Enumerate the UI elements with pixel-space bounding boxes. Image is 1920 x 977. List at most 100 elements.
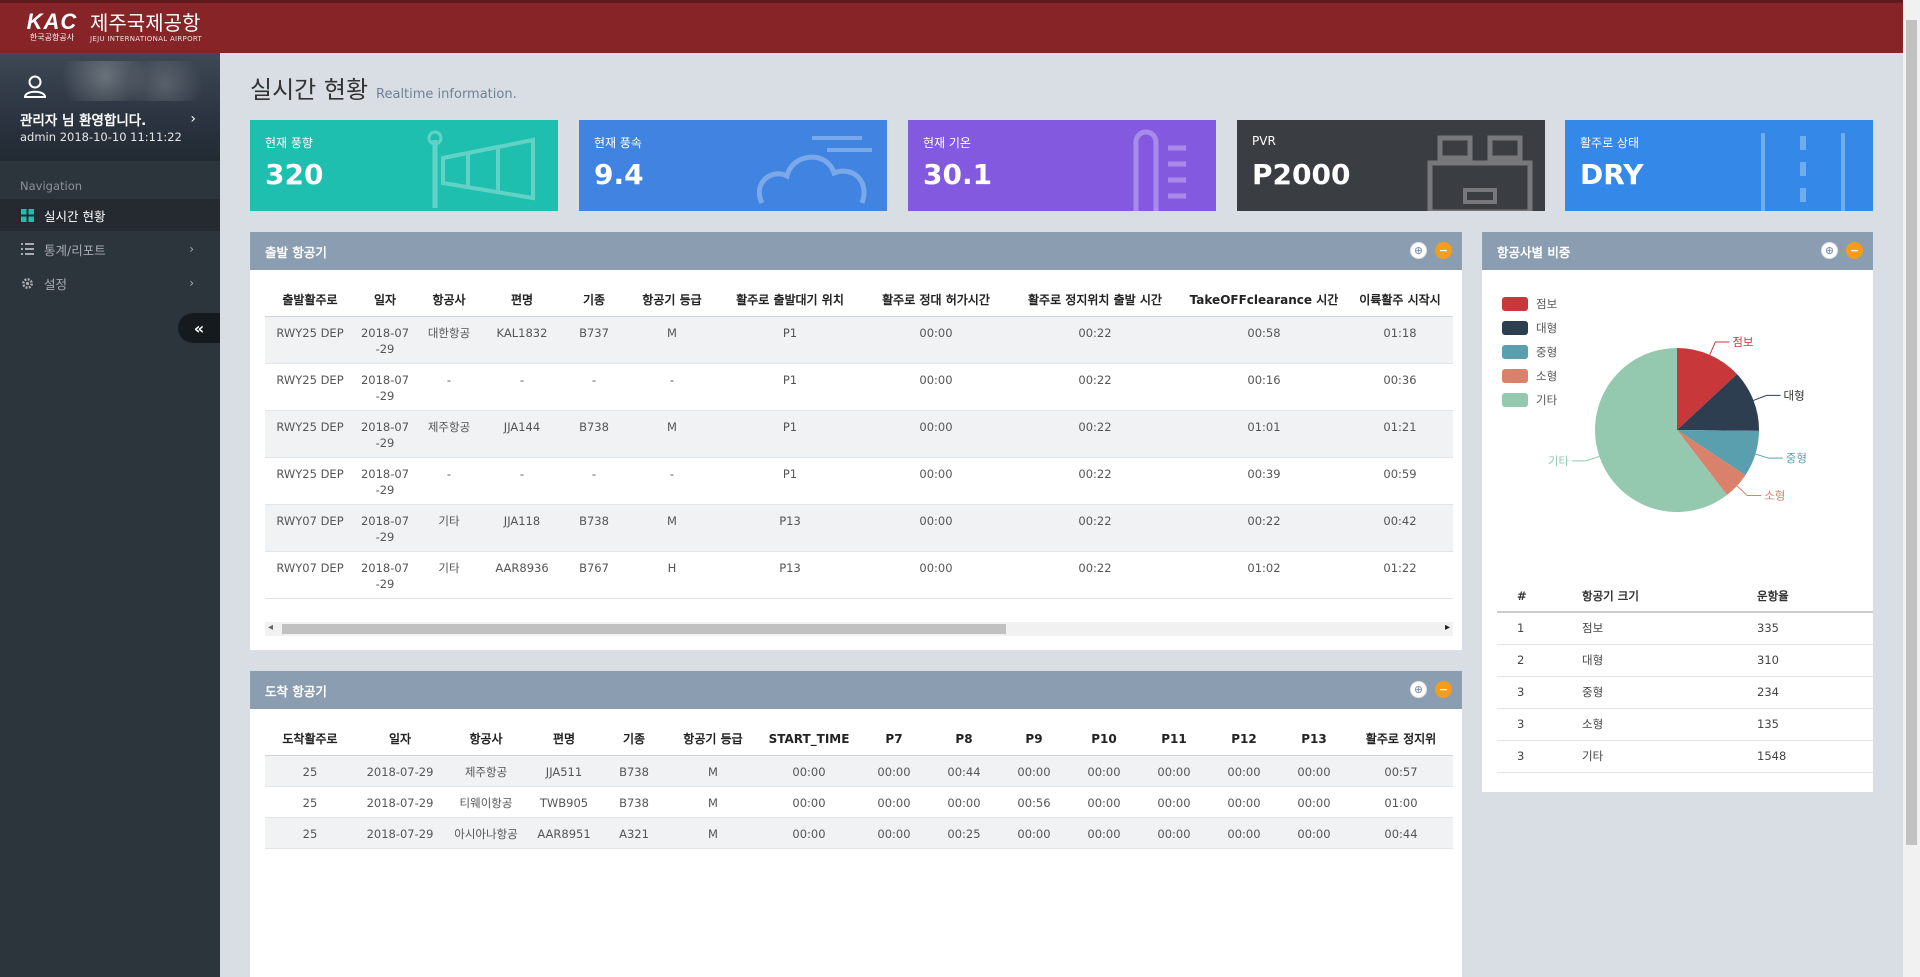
sidebar-item-stats[interactable]: 통계/리포트 › (0, 233, 220, 265)
column-header[interactable]: 일자 (355, 723, 445, 756)
table-cell: 00:00 (759, 817, 859, 849)
table-cell: 소형 (1562, 708, 1737, 741)
minimize-button[interactable]: − (1846, 242, 1863, 259)
column-header[interactable]: 이륙활주 시작시 (1347, 284, 1453, 317)
pie-label: 점보 (1732, 335, 1753, 349)
table-row[interactable]: 3 기타 1548 (1497, 740, 1873, 773)
column-header[interactable]: 항공사 (415, 284, 483, 317)
page-scrollbar[interactable] (1903, 0, 1920, 977)
column-header[interactable]: TakeOFFclearance 시간 (1181, 284, 1347, 317)
column-header[interactable]: 항공기 크기 (1562, 580, 1737, 613)
column-header[interactable]: P7 (859, 723, 929, 756)
table-cell: 점보 (1562, 612, 1737, 645)
column-header[interactable]: 일자 (355, 284, 415, 317)
table-cell: 01:18 (1347, 316, 1453, 364)
table-cell: RWY25 DEP (265, 410, 355, 458)
column-header[interactable]: 활주로 정지위치 출발 시간 (1009, 284, 1181, 317)
legend-label: 점보 (1536, 297, 1558, 311)
table-row[interactable]: RWY25 DEP 2018-07-29 대한항공 KAL1832 B737 M P1 00:… (265, 316, 1453, 364)
pie-slice[interactable] (1595, 348, 1727, 512)
column-header[interactable]: 활주로 출발대기 위치 (717, 284, 863, 317)
table-row[interactable]: RWY25 DEP 2018-07-29- - - - P1 00:00 00:22 00:16… (265, 363, 1453, 411)
column-header[interactable]: 출발활주로 (265, 284, 355, 317)
table-cell: 1 (1497, 612, 1562, 645)
table-cell: 00:00 (1139, 755, 1209, 787)
column-header[interactable]: P13 (1279, 723, 1349, 756)
expand-button[interactable]: ⊕ (1821, 242, 1838, 259)
table-row[interactable]: RWY07 DEP 2018-07-29 기타 AAR8936 B767 H P13 00:0… (265, 551, 1453, 599)
scroll-left-icon[interactable]: ◂ (268, 622, 274, 633)
windsock-icon (427, 130, 535, 208)
table-cell: RWY25 DEP (265, 457, 355, 505)
column-header[interactable]: P9 (999, 723, 1069, 756)
pie-slice[interactable] (1677, 374, 1759, 431)
column-header[interactable]: P12 (1209, 723, 1279, 756)
table-row[interactable]: 3 중형 234 (1497, 676, 1873, 709)
column-header[interactable]: # (1497, 580, 1562, 613)
stat-label: 현재 풍속 (594, 136, 642, 150)
column-header[interactable]: 편명 (483, 284, 561, 317)
legend-item[interactable]: 대형 (1502, 316, 1557, 340)
table-row[interactable]: RWY07 DEP 2018-07-29 기타 JJA118 B738 M P13 00:00… (265, 504, 1453, 552)
table-cell: 00:00 (863, 410, 1009, 458)
column-header[interactable]: 기종 (601, 723, 667, 756)
sidebar-item-realtime[interactable]: 실시간 현황 (0, 199, 220, 231)
table-row[interactable]: 25 2018-07-29 아시아나항공 AAR8951 A321 M 00:00 00:00… (265, 817, 1453, 849)
table-cell: 00:00 (859, 817, 929, 849)
legend-item[interactable]: 소형 (1502, 364, 1557, 388)
table-row[interactable]: RWY25 DEP 2018-07-29- - - - P1 00:00 00:22 00:39… (265, 457, 1453, 505)
table-cell: - (561, 457, 627, 505)
sidebar-collapse-button[interactable]: « (178, 313, 220, 343)
chevron-right-icon: › (189, 242, 194, 256)
legend-item[interactable]: 기타 (1502, 388, 1557, 412)
table-row[interactable]: 2 대형 310 (1497, 644, 1873, 677)
pie-slice[interactable] (1677, 348, 1738, 430)
table-row[interactable]: 25 2018-07-29 티웨이항공 TWB905 B738 M 00:00 00:00 00… (265, 786, 1453, 818)
table-row[interactable]: 25 2018-07-29 제주항공 JJA511 B738 M 00:00 00:00 00:… (265, 755, 1453, 787)
expand-button[interactable]: ⊕ (1410, 242, 1427, 259)
column-header[interactable]: 활주로 정대 허가시간 (863, 284, 1009, 317)
minimize-button[interactable]: − (1435, 242, 1452, 259)
table-cell: 00:00 (759, 755, 859, 787)
column-header[interactable]: 항공기 등급 (667, 723, 759, 756)
column-header[interactable]: 항공기 등급 (627, 284, 717, 317)
profile-panel[interactable]: 관리자 님 환영합니다. admin 2018-10-10 11:11:22 › (0, 53, 220, 161)
column-header[interactable]: 활주로 정지위 (1349, 723, 1453, 756)
column-header[interactable]: P11 (1139, 723, 1209, 756)
column-header[interactable]: 운항율 (1737, 580, 1873, 613)
column-header[interactable]: 항공사 (445, 723, 527, 756)
stat-value: 320 (265, 158, 324, 191)
table-cell: P13 (717, 551, 863, 599)
table-cell: 00:42 (1347, 504, 1453, 552)
legend-item[interactable]: 중형 (1502, 340, 1557, 364)
minimize-button[interactable]: − (1435, 681, 1452, 698)
column-header[interactable]: START_TIME (759, 723, 859, 756)
scroll-right-icon[interactable]: ▸ (1444, 622, 1450, 633)
airport-logo[interactable]: KAC 한국공항공사 제주국제공항 JEJU INTERNATIONAL AIR… (22, 11, 202, 44)
legend-item[interactable]: 점보 (1502, 292, 1557, 316)
table-cell: - (483, 363, 561, 411)
column-header[interactable]: P8 (929, 723, 999, 756)
stat-label: PVR (1252, 134, 1276, 148)
column-header[interactable]: 편명 (527, 723, 601, 756)
table-cell: 00:00 (859, 755, 929, 787)
table-cell: 00:56 (999, 786, 1069, 818)
table-row[interactable]: RWY25 DEP 2018-07-29 제주항공 JJA144 B738 M P1 00:0… (265, 410, 1453, 458)
horizontal-scrollbar[interactable]: ◂ ▸ (265, 622, 1453, 636)
table-cell: B738 (561, 504, 627, 552)
table-cell: 00:22 (1009, 457, 1181, 505)
expand-button[interactable]: ⊕ (1410, 681, 1427, 698)
stat-label: 현재 기온 (923, 136, 971, 150)
table-row[interactable]: 1 점보 335 (1497, 612, 1873, 645)
column-header[interactable]: 기종 (561, 284, 627, 317)
table-cell: 제주항공 (415, 410, 483, 458)
pie-slice[interactable] (1677, 430, 1759, 476)
table-cell: M (667, 755, 759, 787)
table-row[interactable]: 3 소형 135 (1497, 708, 1873, 741)
column-header[interactable]: 도착활주로 (265, 723, 355, 756)
table-cell: RWY25 DEP (265, 363, 355, 411)
column-header[interactable]: P10 (1069, 723, 1139, 756)
sidebar-item-settings[interactable]: 설정 › (0, 267, 220, 299)
pie-slice[interactable] (1677, 430, 1746, 496)
table-cell: JJA511 (527, 755, 601, 787)
